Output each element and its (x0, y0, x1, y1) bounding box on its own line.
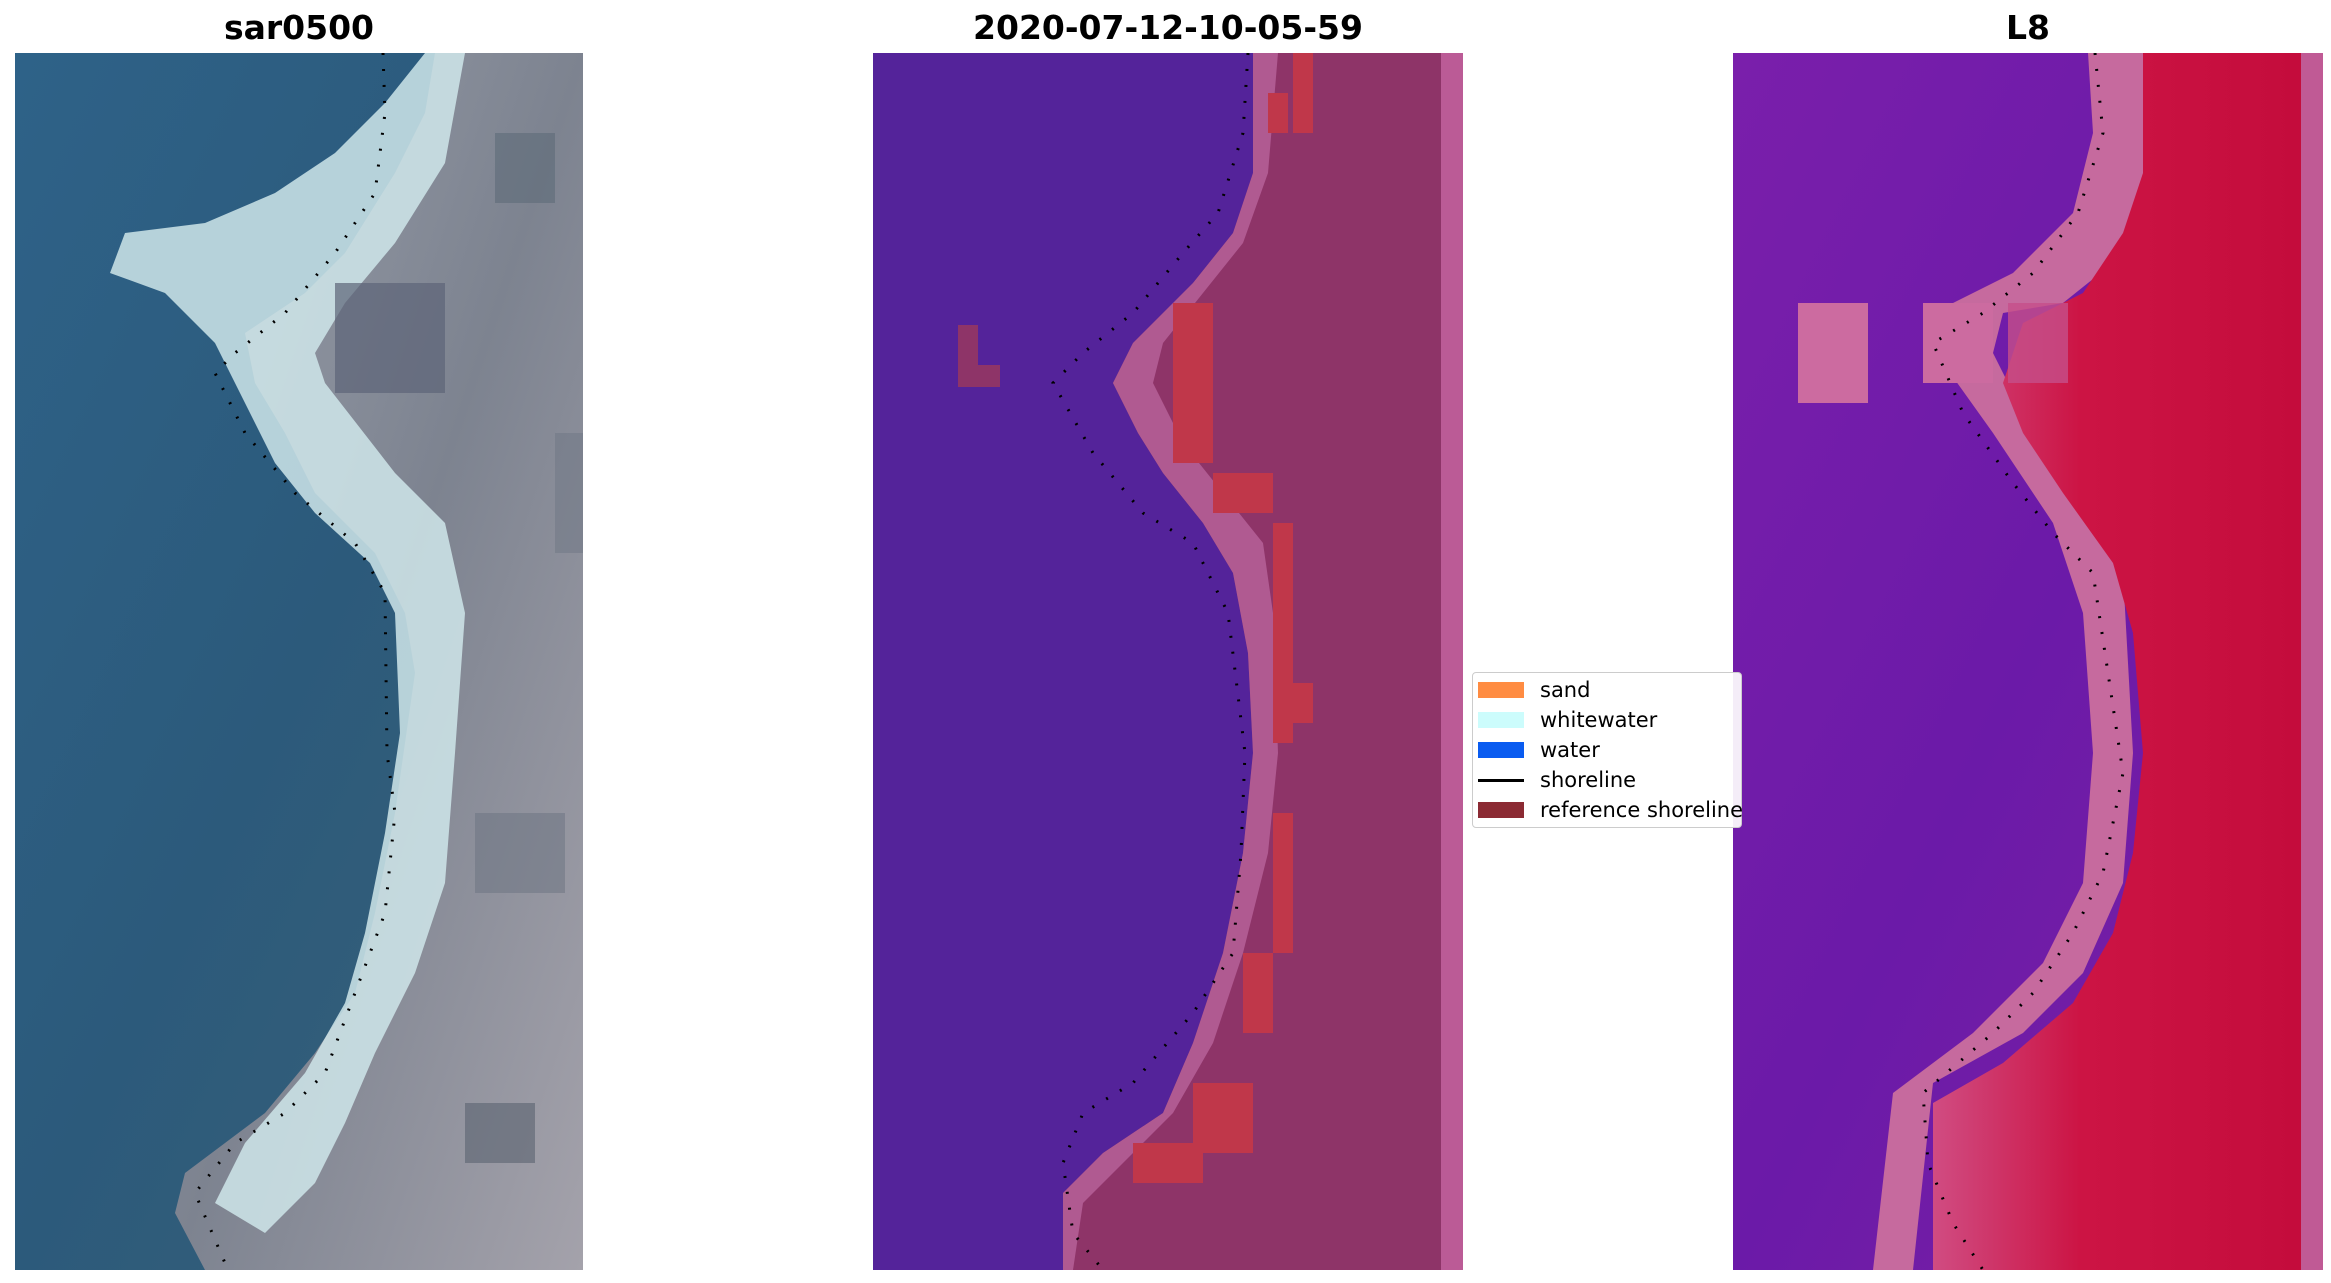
legend-item-sand: sand (1478, 675, 1590, 705)
legend-item-reference-shoreline: reference shoreline (1478, 795, 1743, 825)
legend-label-water: water (1540, 738, 1600, 762)
legend-label-whitewater: whitewater (1540, 708, 1658, 732)
panel-title-rgb: sar0500 (223, 8, 375, 47)
legend-label-sand: sand (1540, 678, 1591, 702)
rgb-image (15, 53, 583, 1270)
rgb-image-panel (15, 53, 583, 1270)
index-image (1733, 53, 2323, 1270)
legend: sand whitewater water shoreline referenc… (1472, 672, 1743, 828)
legend-item-shoreline: shoreline (1478, 765, 1636, 795)
legend-label-reference-shoreline: reference shoreline (1540, 798, 1744, 822)
panel-title-classification: 2020-07-12-10-05-59 (973, 8, 1363, 47)
panel-title-index: L8 (2006, 8, 2050, 47)
legend-item-whitewater: whitewater (1478, 705, 1657, 735)
reference-shoreline-swatch (1478, 802, 1524, 818)
classification-panel (873, 53, 1463, 1270)
sand-swatch (1478, 682, 1524, 698)
classification-image (873, 53, 1463, 1270)
legend-label-shoreline: shoreline (1540, 768, 1637, 792)
legend-item-water: water (1478, 735, 1600, 765)
whitewater-swatch (1478, 712, 1524, 728)
water-swatch (1478, 742, 1524, 758)
shoreline-line-sample (1478, 778, 1524, 782)
index-panel (1733, 53, 2323, 1270)
